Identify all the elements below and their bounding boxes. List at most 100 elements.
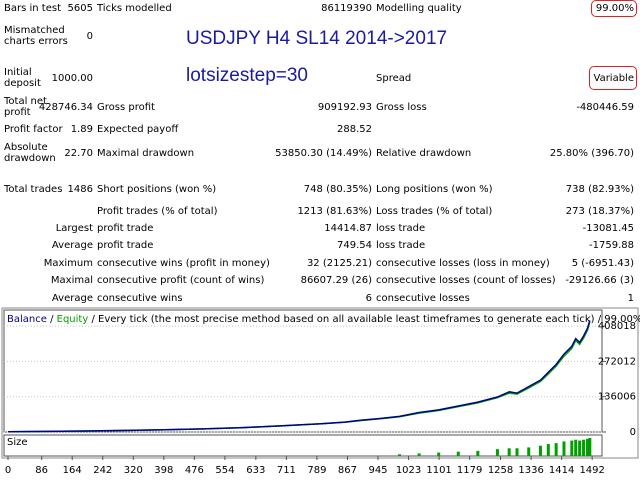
cell-value: 86607.29 (26)	[300, 274, 372, 286]
cell-label: Ticks modelled	[97, 2, 172, 14]
cell-value: 86119390	[321, 2, 372, 14]
x-tick-label: 1414	[549, 465, 574, 476]
x-tick-label: 867	[338, 465, 357, 476]
x-tick-label: 554	[215, 465, 234, 476]
cell-value: 5 (-6951.43)	[571, 257, 634, 269]
legend-entry: Balance	[7, 314, 47, 325]
size-bar	[562, 441, 566, 456]
cell-value: 738 (82.93%)	[565, 183, 634, 195]
cell-label: Average	[51, 292, 93, 304]
cell-value: 273 (18.37%)	[565, 205, 634, 217]
cell-label: consecutive wins	[97, 292, 183, 304]
chart-legend: Balance / Equity / Every tick (the most …	[7, 314, 640, 325]
x-tick-label: 789	[307, 465, 326, 476]
cell-label: consecutive losses (loss in money)	[376, 257, 550, 269]
cell-label: loss trade	[376, 239, 426, 251]
size-bar	[582, 439, 586, 456]
cell-value: 1000.00	[51, 72, 93, 84]
x-tick-label: 1101	[426, 465, 451, 476]
size-bar	[507, 448, 511, 456]
cell-label: Expected payoff	[97, 123, 179, 135]
size-bar	[515, 448, 519, 456]
size-label: Size	[7, 437, 28, 448]
cell-label: consecutive losses	[376, 292, 470, 304]
cell-label: Long positions (won %)	[376, 183, 493, 195]
size-bar	[585, 438, 589, 456]
y-tick-label: 272012	[598, 356, 636, 367]
cell-label: Total net profit	[4, 96, 47, 118]
x-tick-label: 86	[35, 465, 48, 476]
legend-separator: /	[91, 314, 95, 325]
cell-label: Average	[51, 239, 93, 251]
x-tick-label: 1258	[488, 465, 513, 476]
cell-value: 14414.87	[324, 222, 372, 234]
size-bar	[570, 440, 574, 456]
cell-label: Profit factor	[4, 123, 63, 135]
cell-label: Mismatched charts errors	[4, 25, 68, 47]
cell-label: profit trade	[97, 222, 154, 234]
cell-label: Total trades	[4, 183, 63, 195]
cell-label: consecutive wins (profit in money)	[97, 257, 270, 269]
cell-label: Relative drawdown	[376, 147, 472, 159]
cell-value: -29126.66 (3)	[565, 274, 634, 286]
size-bar	[456, 451, 460, 456]
size-bar	[574, 439, 578, 456]
x-tick-label: 242	[93, 465, 112, 476]
cell-label: profit trade	[97, 239, 154, 251]
x-tick-label: 476	[185, 465, 204, 476]
legend-description: Every tick (the most precise method base…	[98, 314, 595, 325]
cell-label: Maximal drawdown	[97, 147, 195, 159]
cell-value: Variable	[593, 72, 635, 84]
cell-value: 1213 (81.63%)	[297, 205, 372, 217]
x-tick-label: 398	[154, 465, 173, 476]
cell-label: Gross profit	[97, 101, 155, 113]
cell-value: 0	[86, 30, 93, 42]
cell-label: Largest	[55, 222, 93, 234]
x-tick-label: 1336	[518, 465, 543, 476]
cell-label: Spread	[376, 72, 412, 84]
highlight-box	[589, 66, 637, 90]
cell-label: Bars in test	[4, 2, 61, 14]
highlight-box	[591, 0, 637, 17]
report-title: USDJPY H4 SL14 2014->2017	[186, 28, 448, 49]
legend-quality: 99.00%	[604, 314, 640, 325]
cell-label: Absolute drawdown	[4, 142, 56, 164]
legend-entry: Equity	[57, 314, 89, 325]
cell-value: -480446.59	[576, 101, 634, 113]
cell-value: 1	[627, 292, 634, 304]
cell-value: 1.89	[70, 123, 93, 135]
cell-value: 6	[365, 292, 372, 304]
cell-label: Modelling quality	[376, 2, 462, 14]
size-bar	[398, 454, 402, 456]
size-bar	[527, 447, 531, 456]
cell-label: Maximum	[43, 257, 93, 269]
x-tick-label: 711	[277, 465, 296, 476]
y-tick-label: 136006	[598, 392, 636, 403]
cell-value: 25.80% (396.70)	[549, 147, 634, 159]
cell-value: 1486	[67, 183, 93, 195]
cell-label: Profit trades (% of total)	[97, 205, 218, 217]
y-tick-label: 408018	[598, 321, 636, 332]
legend-separator: /	[598, 314, 602, 325]
size-bar	[495, 449, 499, 456]
main-panel	[3, 309, 603, 433]
cell-label: loss trade	[376, 222, 426, 234]
x-tick-label: 633	[246, 465, 265, 476]
x-tick-label: 0	[5, 465, 11, 476]
legend-separator: /	[50, 314, 54, 325]
cell-value: 748 (80.35%)	[303, 183, 372, 195]
cell-label: Gross loss	[376, 101, 427, 113]
cell-value: 99.00%	[595, 2, 634, 14]
x-tick-label: 1179	[457, 465, 482, 476]
cell-value: 22.70	[64, 147, 93, 159]
cell-value: 749.54	[337, 239, 372, 251]
size-bar	[476, 450, 480, 456]
size-bar	[546, 444, 550, 456]
x-tick-label: 945	[368, 465, 387, 476]
size-bar	[588, 438, 592, 456]
cell-label: Short positions (won %)	[97, 183, 217, 195]
cell-label: Initial deposit	[4, 67, 41, 89]
cell-value: 5605	[67, 2, 93, 14]
cell-value: 53850.30 (14.49%)	[275, 147, 372, 159]
